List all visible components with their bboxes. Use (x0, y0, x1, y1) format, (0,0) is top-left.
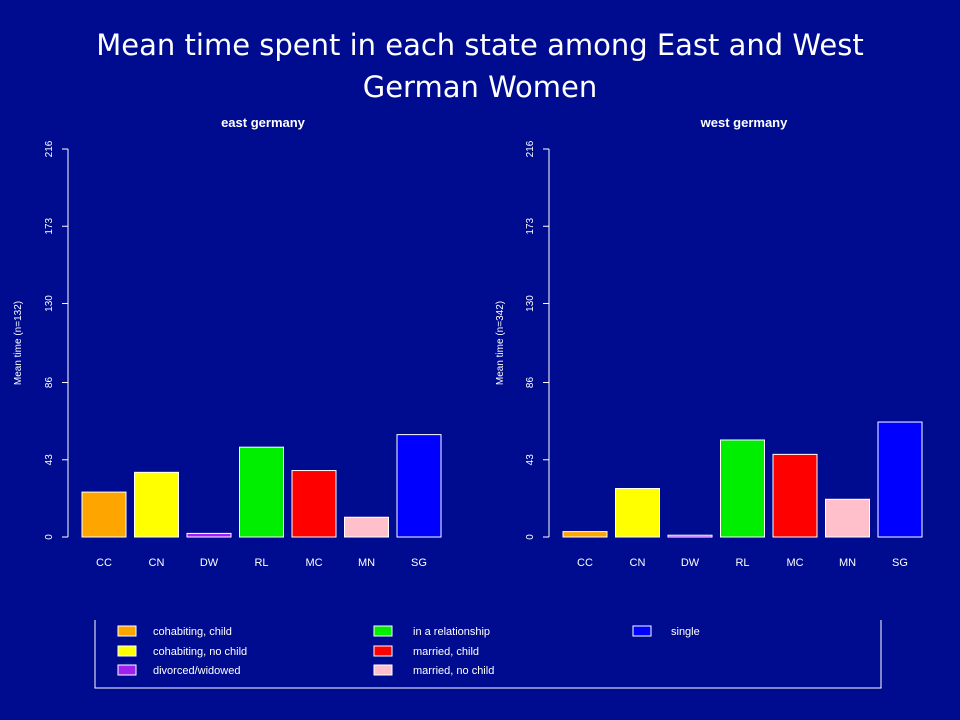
legend-frame (94, 620, 882, 689)
x-tick-label: DW (681, 557, 700, 569)
y-tick-label: 173 (44, 217, 55, 234)
legend-label: cohabiting, no child (153, 646, 247, 658)
y-tick-label: 130 (44, 295, 55, 312)
x-tick-label: DW (200, 557, 219, 569)
y-tick-label: 86 (44, 377, 55, 389)
legend-swatch (373, 645, 393, 657)
x-tick-label: MC (786, 557, 803, 569)
bar-cn (134, 471, 179, 538)
x-tick-label: CN (630, 557, 646, 569)
chart-panel-west: west germany 0 43 86 130 173 216 Mean time (n=3… (495, 115, 923, 569)
bar-mn (825, 498, 870, 538)
x-tick-label: SG (411, 557, 427, 569)
bar-cc (562, 531, 608, 538)
y-axis-label: Mean time (n=342) (495, 301, 506, 385)
legend-label: divorced/widowed (153, 665, 240, 677)
y-tick-label: 216 (44, 140, 55, 157)
x-tick-label: RL (254, 557, 268, 569)
bar-mn (344, 516, 389, 538)
x-tick-label: SG (892, 557, 908, 569)
x-tick-label: CC (96, 557, 112, 569)
x-tick-label: RL (735, 557, 749, 569)
bar-sg (877, 421, 923, 538)
bar-sg (396, 434, 442, 538)
legend-label: single (671, 626, 700, 638)
bar-cc (81, 491, 127, 538)
y-tick-label: 173 (525, 217, 536, 234)
legend-swatch (373, 625, 393, 637)
y-tick-label: 0 (44, 534, 55, 540)
legend: cohabiting, child cohabiting, no child div… (94, 620, 882, 689)
legend-label: married, child (413, 646, 479, 658)
bar-dw (186, 532, 232, 538)
y-tick-label: 86 (525, 377, 536, 389)
legend-swatch (117, 625, 137, 637)
bar-dw (667, 534, 713, 538)
x-tick-label: MC (305, 557, 322, 569)
chart-title: west germany (700, 115, 788, 130)
bar-rl (720, 439, 765, 538)
bar-rl (239, 446, 284, 538)
legend-label: cohabiting, child (153, 626, 232, 638)
bar-mc (772, 453, 818, 538)
y-tick-label: 43 (44, 454, 55, 466)
legend-swatch (632, 625, 652, 637)
bar-cn (615, 488, 660, 538)
chart-title: east germany (221, 115, 306, 130)
y-axis-label: Mean time (n=132) (13, 301, 24, 385)
x-tick-label: CC (577, 557, 593, 569)
y-tick-label: 0 (525, 534, 536, 540)
x-tick-label: MN (358, 557, 375, 569)
legend-label: in a relationship (413, 626, 490, 638)
slide-title: Mean time spent in each state among East… (96, 28, 864, 104)
x-tick-label: CN (149, 557, 165, 569)
legend-swatch (373, 664, 393, 676)
y-tick-label: 216 (525, 140, 536, 157)
legend-label: married, no child (413, 665, 494, 677)
legend-swatch (117, 645, 137, 657)
chart-panel-east: east germany 0 43 86 130 173 216 Mean time (n=1… (13, 115, 442, 569)
y-tick-label: 43 (525, 454, 536, 466)
bar-mc (291, 470, 337, 538)
legend-swatch (117, 664, 137, 676)
y-tick-label: 130 (525, 295, 536, 312)
x-tick-label: MN (839, 557, 856, 569)
